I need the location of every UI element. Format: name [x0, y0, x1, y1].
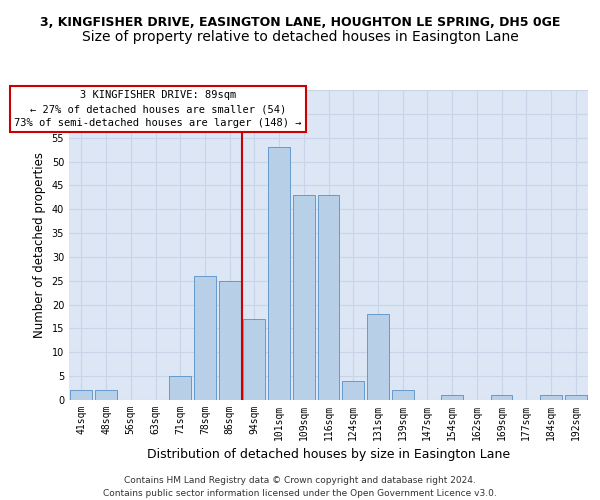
Text: 3 KINGFISHER DRIVE: 89sqm
← 27% of detached houses are smaller (54)
73% of semi-: 3 KINGFISHER DRIVE: 89sqm ← 27% of detac… [14, 90, 302, 128]
Bar [367, 314, 389, 400]
Bar [392, 390, 413, 400]
Bar [70, 390, 92, 400]
Bar [244, 319, 265, 400]
Text: Size of property relative to detached houses in Easington Lane: Size of property relative to detached ho… [82, 30, 518, 44]
Bar [219, 281, 241, 400]
X-axis label: Distribution of detached houses by size in Easington Lane: Distribution of detached houses by size … [147, 448, 510, 462]
Bar [317, 195, 340, 400]
Y-axis label: Number of detached properties: Number of detached properties [33, 152, 46, 338]
Bar [343, 381, 364, 400]
Bar [491, 395, 512, 400]
Bar [268, 147, 290, 400]
Bar [565, 395, 587, 400]
Bar [441, 395, 463, 400]
Bar [169, 376, 191, 400]
Text: Contains HM Land Registry data © Crown copyright and database right 2024.
Contai: Contains HM Land Registry data © Crown c… [103, 476, 497, 498]
Bar [95, 390, 117, 400]
Bar [293, 195, 314, 400]
Bar [540, 395, 562, 400]
Text: 3, KINGFISHER DRIVE, EASINGTON LANE, HOUGHTON LE SPRING, DH5 0GE: 3, KINGFISHER DRIVE, EASINGTON LANE, HOU… [40, 16, 560, 29]
Bar [194, 276, 216, 400]
